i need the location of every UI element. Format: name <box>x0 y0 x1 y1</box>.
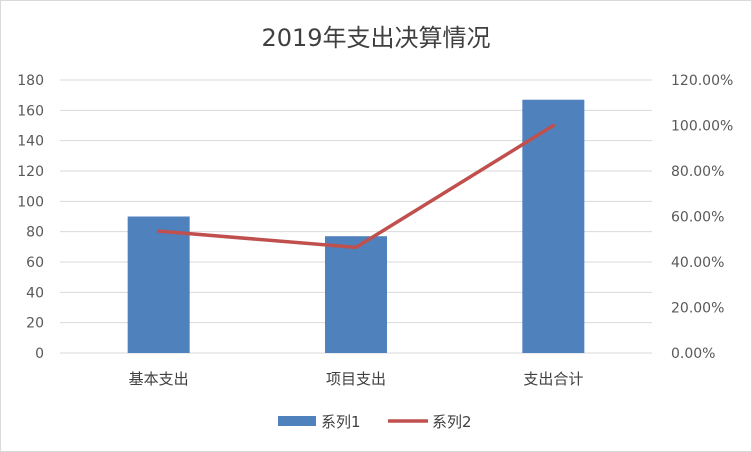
series-line <box>156 123 556 250</box>
right-tick-label: 60.00% <box>671 210 724 226</box>
left-tick-label: 140 <box>17 134 44 150</box>
left-tick-label: 120 <box>17 164 44 180</box>
category-label: 支出合计 <box>523 370 583 388</box>
right-tick-label: 40.00% <box>671 255 724 271</box>
right-axis-ticks: 0.00% 20.00% 40.00% 60.00% 80.00% 100.00% 120.… <box>671 73 733 362</box>
line-series <box>156 123 556 250</box>
right-tick-label: 80.00% <box>671 164 724 180</box>
bar-series <box>127 99 585 353</box>
bar <box>325 236 387 353</box>
right-tick-label: 100.00% <box>671 119 733 135</box>
left-tick-label: 180 <box>17 73 44 89</box>
bar <box>127 216 190 353</box>
left-tick-label: 40 <box>26 285 44 301</box>
right-tick-label: 120.00% <box>671 73 733 89</box>
category-axis-labels: 基本支出 项目支出 支出合计 <box>129 370 584 388</box>
left-tick-label: 60 <box>26 255 44 271</box>
bar <box>522 99 585 353</box>
left-tick-label: 160 <box>17 103 44 119</box>
left-tick-label: 20 <box>26 316 44 332</box>
left-tick-label: 80 <box>26 225 44 241</box>
left-tick-label: 0 <box>35 346 44 362</box>
legend: 系列1 系列2 <box>278 413 472 431</box>
category-label: 基本支出 <box>129 370 189 388</box>
legend-label: 系列1 <box>321 413 361 431</box>
chart-title: 2019年支出决算情况 <box>261 24 490 52</box>
left-tick-label: 100 <box>17 194 44 210</box>
right-tick-label: 20.00% <box>671 301 724 317</box>
legend-label: 系列2 <box>432 413 472 431</box>
legend-swatch-bar <box>278 416 316 426</box>
category-label: 项目支出 <box>326 370 386 388</box>
right-tick-label: 0.00% <box>671 346 715 362</box>
left-axis-ticks: 0 20 40 60 80 100 120 140 160 180 <box>17 73 44 362</box>
